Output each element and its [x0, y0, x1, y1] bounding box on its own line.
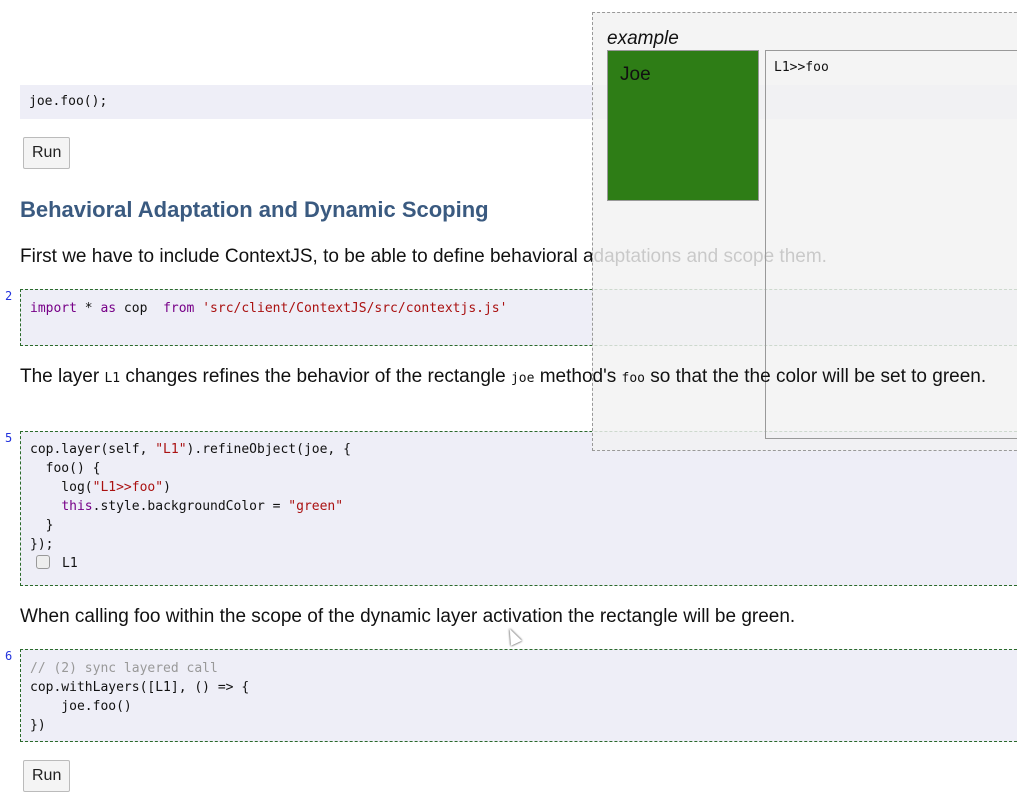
line-number: 2: [5, 289, 13, 303]
mouse-cursor-icon: [504, 626, 522, 646]
code-token: cop.layer(self,: [30, 442, 156, 457]
code-token: as: [100, 301, 117, 316]
inline-code: L1: [104, 371, 121, 386]
layer-checkbox[interactable]: [36, 555, 50, 569]
code-token: "green": [288, 499, 344, 514]
layer-toggle: L1: [30, 554, 1012, 573]
code-token: ).refineObject(joe, {: [186, 442, 351, 457]
checkbox-label: L1: [62, 556, 78, 571]
code-line: foo() {: [30, 461, 101, 476]
code-token: log(: [30, 480, 93, 495]
section-heading: Behavioral Adaptation and Dynamic Scopin…: [20, 197, 489, 222]
code-line: this.style.backgroundColor = "green": [30, 497, 1012, 516]
code-token: import: [30, 301, 77, 316]
code-token: cop: [116, 301, 164, 316]
line-number: 6: [5, 649, 13, 663]
code-token: this: [61, 499, 93, 514]
text: The layer: [20, 366, 105, 387]
joe-rectangle[interactable]: Joe: [607, 50, 759, 201]
example-panel[interactable]: example Joe L1>>foo: [592, 12, 1017, 451]
text: method's: [534, 366, 622, 387]
text: so that the the color will be set to gre…: [644, 366, 987, 387]
code-cell-withlayers[interactable]: // (2) sync layered call cop.withLayers([…: [20, 649, 1017, 742]
inline-code: foo: [621, 371, 645, 386]
code-token: .style.backgroundColor =: [92, 499, 289, 514]
code-indent: [30, 499, 61, 514]
line-number: 5: [5, 431, 13, 445]
code-line: cop.layer(self, "L1").refineObject(joe, …: [30, 440, 1012, 459]
inline-code: joe: [510, 371, 535, 386]
code-line: cop.withLayers([L1], () => {: [30, 680, 250, 695]
example-title: example: [607, 28, 679, 49]
code-token: *: [76, 301, 101, 316]
log-output: L1>>foo: [765, 50, 1017, 439]
code-token: 'src/client/ContextJS/src/contextjs.js': [202, 301, 508, 316]
code-token: from: [163, 301, 195, 316]
run-button[interactable]: Run: [23, 760, 71, 792]
code-line: }): [30, 718, 46, 733]
run-button[interactable]: Run: [23, 137, 71, 169]
paragraph-layer: The layer L1 changes refines the behavio…: [20, 366, 1015, 390]
code-line: log("L1>>foo"): [30, 478, 1012, 497]
code-cell-layer[interactable]: cop.layer(self, "L1").refineObject(joe, …: [20, 431, 1017, 586]
code-token: "L1>>foo": [92, 480, 164, 495]
text: changes refines the behavior of the rect…: [120, 366, 511, 387]
code-line: joe.foo(): [30, 699, 132, 714]
code-comment: // (2) sync layered call: [30, 661, 218, 676]
code-line: }: [30, 518, 54, 533]
code-token: "L1": [155, 442, 187, 457]
code-token: ): [163, 480, 171, 495]
paragraph-scope: When calling foo within the scope of the…: [20, 606, 796, 627]
code-line: });: [30, 537, 54, 552]
